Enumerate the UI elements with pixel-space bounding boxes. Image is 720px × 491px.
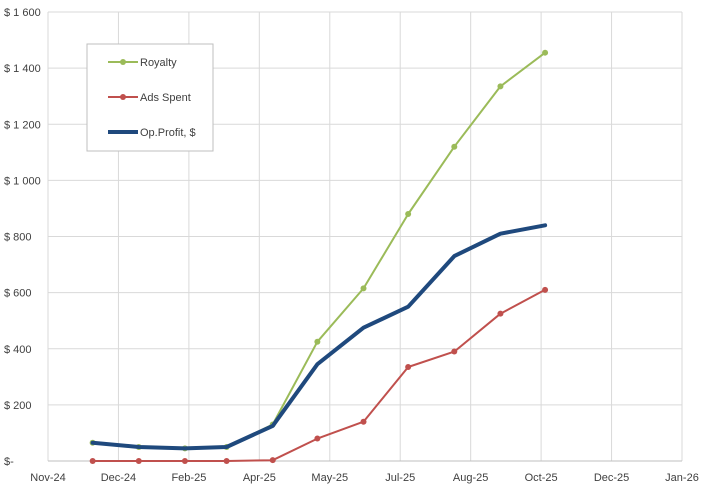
y-tick-label: $ 400: [4, 344, 32, 356]
data-point-ads-spent: [89, 458, 96, 464]
x-tick-label: Aug-25: [453, 472, 488, 484]
y-tick-label: $ 800: [4, 232, 32, 244]
x-tick-label: Apr-25: [243, 472, 276, 484]
data-point-royalty: [542, 49, 549, 56]
x-tick-label: Jul-25: [385, 472, 415, 484]
data-point-ads-spent: [181, 458, 188, 464]
legend: Royalty Ads Spent Op.Profit, $: [86, 43, 214, 152]
data-point-ads-spent: [269, 457, 276, 464]
legend-marker-ads-spent: [120, 94, 126, 100]
data-point-ads-spent: [135, 458, 142, 464]
data-point-ads-spent: [360, 418, 367, 425]
data-point-royalty: [314, 338, 321, 345]
series-lines: [89, 49, 549, 464]
y-tick-label: $ 600: [4, 288, 32, 300]
data-point-royalty: [405, 211, 412, 218]
series-line-op-profit: [90, 223, 548, 451]
y-tick-label: $ 1 200: [4, 119, 41, 131]
y-tick-label: $ 200: [4, 400, 32, 412]
y-tick-label: $ 1 000: [4, 175, 41, 187]
legend-label-ads-spent: Ads Spent: [140, 92, 191, 104]
data-point-ads-spent: [223, 458, 230, 464]
data-point-royalty: [360, 285, 367, 292]
y-tick-label: $ 1 600: [4, 7, 41, 19]
y-tick-label: $ 1 400: [4, 63, 41, 75]
data-point-royalty: [451, 143, 458, 150]
data-point-ads-spent: [497, 310, 504, 317]
legend-label-op-profit: Op.Profit, $: [140, 127, 196, 139]
data-point-ads-spent: [405, 363, 412, 370]
x-tick-label: May-25: [311, 472, 348, 484]
legend-label-royalty: Royalty: [140, 57, 177, 69]
y-tick-label: $-: [4, 456, 14, 468]
data-point-ads-spent: [451, 348, 458, 355]
x-tick-label: Dec-25: [594, 472, 629, 484]
data-point-royalty: [497, 83, 504, 90]
x-tick-label: Feb-25: [171, 472, 206, 484]
x-tick-label: Jan-26: [665, 472, 699, 484]
axes: $- $ 200 $ 400 $ 600 $ 800 $ 1 000 $ 1 200 $ 1 …: [4, 7, 699, 484]
data-point-ads-spent: [542, 286, 549, 293]
data-point-ads-spent: [314, 435, 321, 442]
legend-marker-royalty: [120, 59, 126, 65]
x-tick-label: Oct-25: [525, 472, 558, 484]
x-tick-label: Dec-24: [101, 472, 136, 484]
x-tick-label: Nov-24: [30, 472, 65, 484]
